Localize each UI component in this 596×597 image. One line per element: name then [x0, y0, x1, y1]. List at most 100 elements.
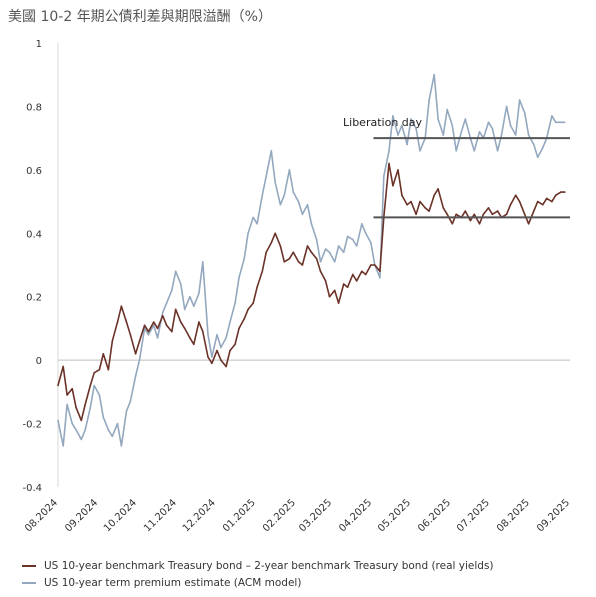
data-point — [337, 302, 340, 304]
legend-item-term-premium: US 10-year term premium estimate (ACM mo… — [22, 574, 494, 591]
data-point — [487, 207, 490, 209]
data-point — [388, 162, 390, 165]
data-point — [80, 419, 83, 422]
data-point — [401, 194, 403, 196]
data-point — [328, 295, 331, 298]
data-point — [202, 261, 204, 263]
data-point — [256, 223, 258, 225]
data-point — [401, 124, 403, 127]
data-point — [93, 384, 95, 387]
data-point — [564, 191, 566, 193]
data-point — [62, 365, 64, 368]
x-tick-label: 05.2025 — [376, 497, 413, 534]
data-point — [252, 216, 254, 219]
legend-item-real-yield-spread: US 10-year benchmark Treasury bond – 2-y… — [22, 557, 494, 574]
x-tick-label: 07.2025 — [455, 497, 492, 534]
data-point — [165, 302, 168, 304]
data-point — [252, 302, 254, 304]
y-axis-ticks: 1 0.8 0.6 0.4 0.2 0 -0.2 -0.4 — [22, 39, 42, 494]
data-point — [555, 121, 557, 124]
data-point — [57, 419, 59, 422]
data-point — [352, 273, 354, 276]
data-point — [171, 289, 173, 292]
x-tick-label: 08.2024 — [23, 497, 60, 534]
data-point — [174, 270, 177, 273]
data-point — [288, 257, 291, 260]
data-point — [274, 181, 277, 184]
data-point — [102, 353, 105, 355]
data-point — [509, 124, 512, 127]
data-point — [446, 213, 449, 216]
data-point — [116, 422, 119, 425]
data-point — [265, 175, 268, 177]
x-tick-label: 04.2025 — [337, 497, 374, 534]
annotations: Liberation day — [343, 116, 422, 129]
data-point — [536, 156, 539, 158]
data-point — [292, 251, 295, 254]
data-point — [560, 191, 562, 193]
data-point — [234, 343, 236, 346]
data-point — [98, 368, 101, 371]
data-point — [455, 213, 458, 216]
data-point — [505, 105, 508, 108]
data-point — [536, 200, 539, 203]
data-point — [383, 175, 385, 177]
data-point — [138, 340, 141, 342]
data-point — [234, 302, 236, 304]
data-point — [545, 197, 548, 200]
legend-swatch-term-premium — [22, 581, 36, 584]
data-point — [370, 242, 372, 244]
x-tick-label: 10.2024 — [102, 497, 139, 534]
data-point — [75, 406, 77, 409]
data-point — [225, 337, 227, 339]
data-point — [84, 429, 86, 431]
data-point — [134, 353, 137, 355]
data-point — [437, 188, 439, 190]
data-point — [71, 422, 73, 425]
data-point — [66, 403, 68, 406]
data-point — [283, 194, 286, 196]
data-point — [243, 257, 245, 260]
data-point — [319, 270, 322, 273]
data-point — [523, 112, 526, 114]
data-point — [216, 349, 218, 352]
data-point — [460, 131, 463, 133]
data-point — [514, 194, 517, 196]
data-point — [261, 270, 264, 273]
x-tick-label: 09.2025 — [535, 497, 572, 534]
data-point — [361, 223, 363, 225]
data-point — [75, 429, 77, 431]
data-point — [283, 261, 286, 263]
data-point — [333, 261, 336, 263]
y-tick-label: -0.2 — [22, 420, 42, 431]
data-point — [352, 238, 354, 241]
chart-title: 美國 10-2 年期公債利差與期限溢酬（%） — [8, 9, 272, 25]
data-point — [89, 406, 92, 409]
data-point — [346, 235, 349, 238]
data-point — [57, 384, 59, 387]
data-point — [125, 321, 128, 323]
data-point — [93, 372, 95, 374]
data-point — [388, 150, 390, 152]
data-point — [220, 346, 222, 349]
data-point — [207, 334, 209, 336]
data-point — [410, 118, 412, 120]
data-point — [533, 143, 535, 146]
data-point — [120, 305, 123, 308]
data-point — [542, 203, 544, 206]
data-point — [551, 200, 553, 203]
data-point — [379, 276, 381, 279]
data-point — [161, 314, 164, 317]
data-point — [442, 207, 445, 209]
annotation-liberation-day: Liberation day — [343, 116, 422, 129]
x-tick-label: 11.2024 — [142, 497, 179, 534]
data-point — [297, 261, 300, 263]
data-point — [256, 286, 258, 289]
y-tick-label: 0.4 — [26, 229, 42, 240]
data-point — [229, 321, 231, 323]
data-point — [319, 261, 322, 263]
data-point — [129, 334, 132, 336]
data-point — [315, 238, 318, 241]
data-point — [505, 213, 508, 216]
data-point — [415, 213, 417, 216]
